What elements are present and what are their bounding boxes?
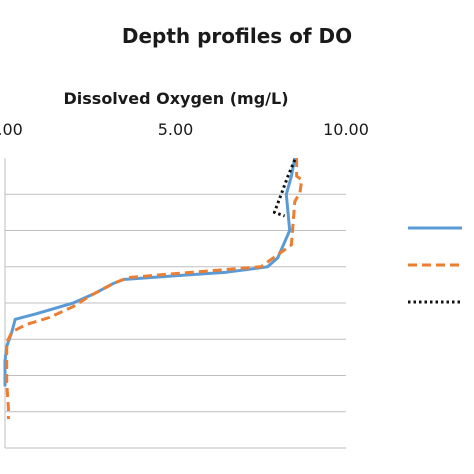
chart-title: Depth profiles of DO xyxy=(122,24,352,48)
x-tick-label: 5.00 xyxy=(158,120,194,139)
series-line-2 xyxy=(5,158,304,419)
x-tick-labels: 0.00 5.00 10.00 xyxy=(0,120,369,139)
series-line-1 xyxy=(3,157,297,387)
x-tick-label: 10.00 xyxy=(323,120,369,139)
gridlines xyxy=(5,193,346,449)
series-line-3 xyxy=(272,159,297,218)
legend xyxy=(408,226,462,304)
x-axis-title: Dissolved Oxygen (mg/L) xyxy=(64,89,289,108)
x-tick-label: 0.00 xyxy=(0,120,23,139)
series-lines xyxy=(3,157,304,419)
